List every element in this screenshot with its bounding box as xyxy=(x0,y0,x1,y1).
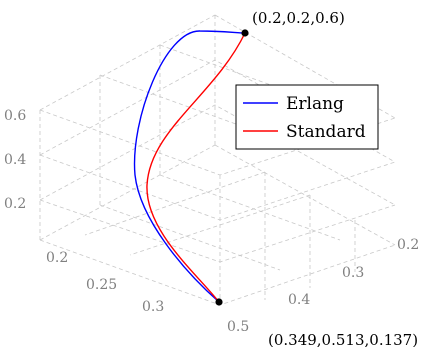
endpoint-start-marker xyxy=(241,29,249,37)
series-standard-line xyxy=(146,32,246,303)
x-tick-label: 0.2 xyxy=(46,250,68,266)
endpoint-end-marker xyxy=(215,298,223,306)
z-tick-label: 0.6 xyxy=(4,108,26,124)
legend-label-standard: Standard xyxy=(286,122,366,142)
annotation-start-label: (0.2,0.2,0.6) xyxy=(252,9,345,27)
x-tick-label: 0.25 xyxy=(86,277,117,293)
y-tick-label: 0.4 xyxy=(288,292,310,308)
annotation-end-label: (0.349,0.513,0.137) xyxy=(268,331,418,347)
x-tick-label: 0.3 xyxy=(142,299,164,315)
series-erlang-line xyxy=(133,30,246,303)
z-tick-label: 0.2 xyxy=(4,196,26,212)
legend-label-erlang: Erlang xyxy=(286,94,344,114)
z-tick-label: 0.4 xyxy=(4,152,26,168)
grid xyxy=(39,14,396,306)
legend: Erlang Standard xyxy=(235,84,379,150)
y-tick-label: 0.2 xyxy=(397,237,419,253)
y-tick-label: 0.5 xyxy=(227,319,249,335)
legend-box xyxy=(235,84,379,150)
y-tick-label: 0.3 xyxy=(342,265,364,281)
